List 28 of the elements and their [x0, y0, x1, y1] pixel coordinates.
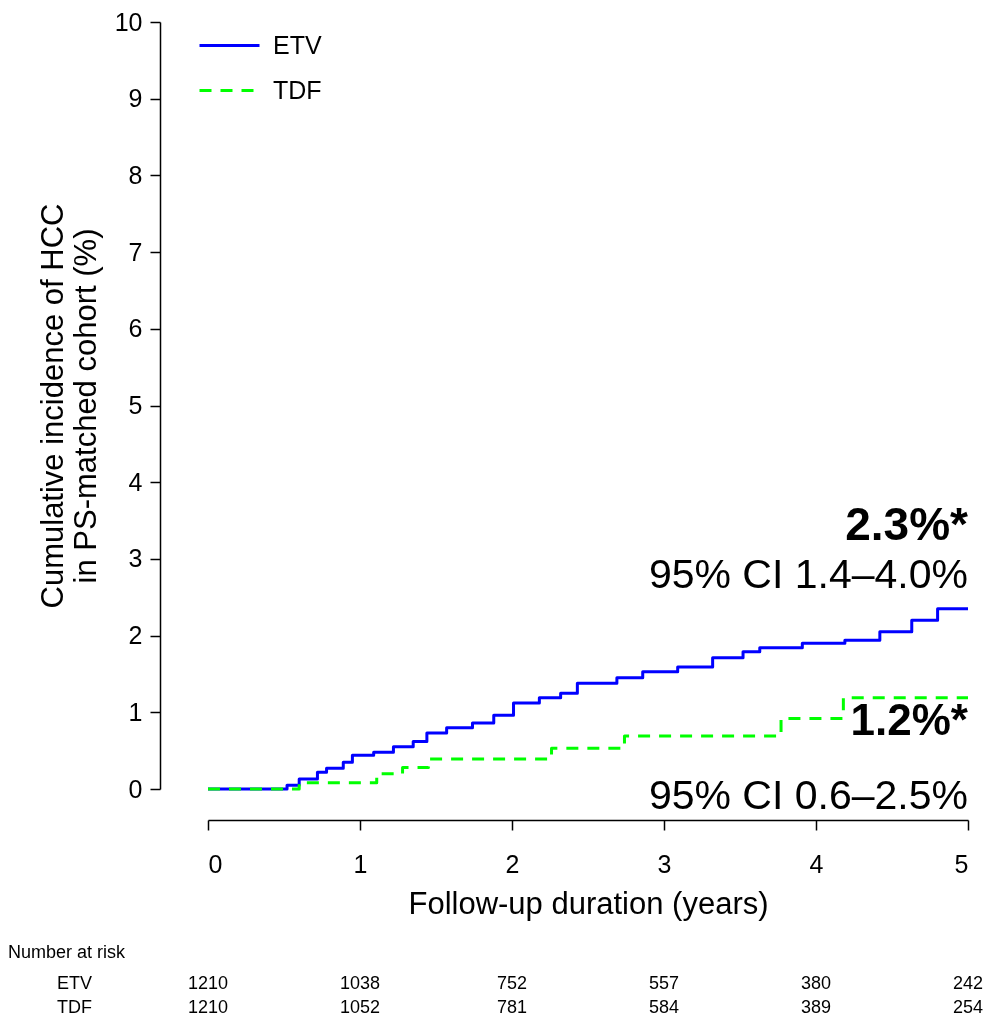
annotation: 95% CI 0.6–2.5% [648, 772, 968, 818]
legend-label: TDF [273, 75, 322, 104]
y-tick-label: 1 [128, 697, 143, 726]
y-tick-label: 4 [128, 467, 143, 496]
x-axis-title: Follow-up duration (years) [408, 885, 769, 921]
y-tick-label: 5 [128, 391, 143, 419]
annotation: 1.2%* [850, 695, 969, 744]
y-tick-label: 2 [128, 621, 143, 650]
y-tick-label: 3 [128, 544, 143, 573]
y-axis-title: Cumulative incidence of HCC in PS-matched cohort (%) [34, 203, 103, 609]
annotation: 2.3%* [845, 498, 969, 550]
x-tick-label: 3 [657, 849, 672, 878]
x-tick-label: 0 [208, 849, 223, 878]
y-tick-label: 9 [128, 84, 143, 113]
x-tick-label: 1 [353, 849, 368, 878]
y-tick-label: 0 [128, 774, 143, 803]
y-tick-label: 6 [128, 314, 143, 343]
x-tick-label: 5 [954, 849, 969, 878]
y-tick-label: 8 [128, 160, 143, 189]
y-tick-label: 10 [114, 7, 143, 36]
text: TDF 1210 1052 781 584 389 254 [57, 997, 984, 1017]
x-tick-label: 4 [809, 849, 824, 878]
y-tick-label: 7 [128, 237, 143, 266]
x-tick-label: 2 [505, 849, 520, 878]
text: ETV 1210 1038 752 557 380 242 [57, 973, 984, 993]
text: Number at risk [8, 942, 127, 962]
annotation: 95% CI 1.4–4.0% [648, 551, 968, 597]
legend-label: ETV [273, 30, 322, 59]
